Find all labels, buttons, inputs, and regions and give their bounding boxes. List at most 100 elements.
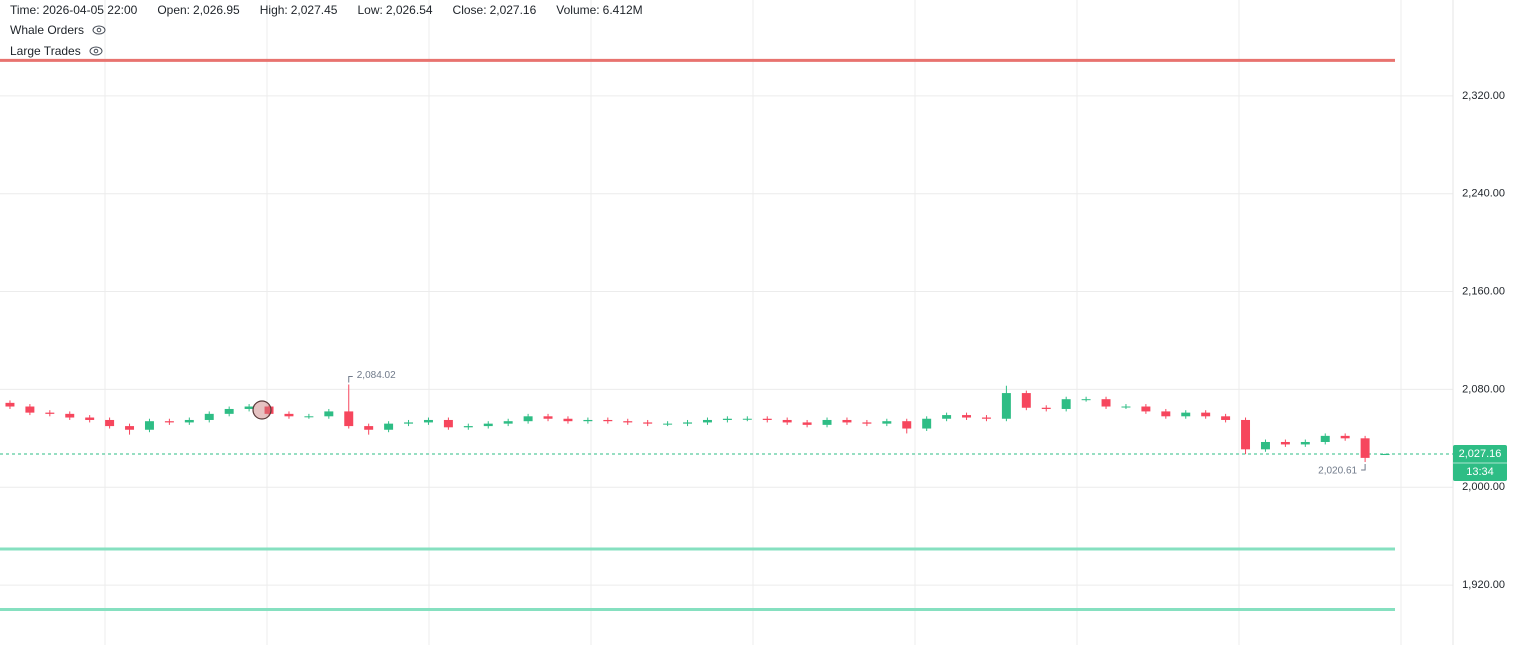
candle-body xyxy=(284,413,294,417)
info-key: Low: xyxy=(357,3,383,17)
candle-body xyxy=(523,416,533,422)
candle-body xyxy=(563,418,573,422)
info-key: High: xyxy=(259,3,288,17)
info-value: 2,027.45 xyxy=(290,3,338,17)
info-item: Close: 2,027.16 xyxy=(453,3,537,17)
whale-marker xyxy=(252,400,272,420)
candle-body xyxy=(1221,416,1231,420)
candle-body xyxy=(264,406,274,414)
candle-body xyxy=(224,408,234,414)
candle-body xyxy=(1201,412,1211,417)
price-tag-label: 2,027.16 xyxy=(1459,448,1502,460)
candle-body xyxy=(1300,441,1310,445)
candle-body xyxy=(344,411,354,427)
y-tick-label: 2,080.00 xyxy=(1462,383,1505,395)
candle-body xyxy=(1360,438,1370,458)
candle-body xyxy=(822,419,832,425)
candle-body xyxy=(483,423,493,427)
candle-body xyxy=(583,419,593,422)
candle-body xyxy=(463,426,473,428)
candle-body xyxy=(802,422,812,425)
candle-body xyxy=(423,419,433,423)
indicator-name: Large Trades xyxy=(10,44,81,58)
candle-body xyxy=(144,421,154,430)
min-pointer xyxy=(1361,464,1366,471)
candle-body xyxy=(1001,393,1011,419)
candle-body xyxy=(922,418,932,429)
eye-icon[interactable] xyxy=(92,25,106,35)
info-item: Open: 2,026.95 xyxy=(157,3,239,17)
min-label: 2,020.61 xyxy=(1318,466,1357,477)
candle-body xyxy=(683,422,693,424)
indicator-legend[interactable]: Whale Orders xyxy=(10,23,106,37)
max-label: 2,084.02 xyxy=(357,370,396,381)
indicator-name: Whale Orders xyxy=(10,23,85,37)
candle-body xyxy=(1241,419,1251,450)
candle-body xyxy=(1181,412,1191,417)
candle-body xyxy=(1380,454,1390,456)
candle-body xyxy=(45,412,55,414)
y-tick-label: 2,160.00 xyxy=(1462,285,1505,297)
candle-body xyxy=(304,416,314,418)
candle-body xyxy=(702,419,712,423)
candle-body xyxy=(981,417,991,419)
candle-body xyxy=(85,417,95,420)
ohlc-info: Time: 2026-04-05 22:00 Open: 2,026.95 High: 2… xyxy=(10,3,643,17)
candle-body xyxy=(902,421,912,429)
candle-body xyxy=(1061,399,1071,409)
candle-body xyxy=(962,415,972,418)
candle-body xyxy=(364,426,374,430)
candle-body xyxy=(65,413,75,418)
candle-body xyxy=(1121,406,1131,408)
candle-body xyxy=(643,422,653,424)
candle-body xyxy=(25,406,35,413)
countdown-label: 13:34 xyxy=(1466,466,1494,478)
info-value: 2,026.54 xyxy=(385,3,433,17)
candle-body xyxy=(404,422,414,424)
candle-body xyxy=(942,415,952,419)
candle-body xyxy=(1021,393,1031,408)
candle-body xyxy=(204,413,214,420)
info-item: Volume: 6.412M xyxy=(556,3,642,17)
info-value: 2,027.16 xyxy=(489,3,537,17)
eye-icon[interactable] xyxy=(89,46,103,56)
candle-body xyxy=(543,416,553,419)
candle-body xyxy=(1320,435,1330,442)
y-tick-label: 2,240.00 xyxy=(1462,188,1505,200)
info-value: 2,026.95 xyxy=(193,3,240,17)
candle-body xyxy=(1101,399,1111,407)
candle-body xyxy=(603,419,613,422)
candle-body xyxy=(782,419,792,423)
candle-body xyxy=(882,421,892,424)
candle-body xyxy=(244,406,254,409)
y-tick-label: 1,920.00 xyxy=(1462,579,1505,591)
candle-body xyxy=(503,421,513,424)
info-value: 2026-04-05 22:00 xyxy=(42,3,138,17)
candle-body xyxy=(184,419,194,423)
candle-body xyxy=(1340,435,1350,439)
info-key: Close: xyxy=(452,3,487,17)
candle-body xyxy=(324,411,334,417)
max-pointer xyxy=(348,375,353,383)
info-item: High: 2,027.45 xyxy=(260,3,338,17)
candle-body xyxy=(384,423,394,430)
candle-body xyxy=(1141,406,1151,412)
indicator-legend[interactable]: Large Trades xyxy=(10,44,103,58)
candle-body xyxy=(105,419,115,427)
candle-body xyxy=(1081,399,1091,401)
candle-body xyxy=(5,402,15,407)
candle-body xyxy=(443,419,453,428)
info-item: Time: 2026-04-05 22:00 xyxy=(10,3,137,17)
candle-body xyxy=(164,421,174,423)
candle-body xyxy=(1041,407,1051,409)
info-key: Volume: xyxy=(556,3,600,17)
y-tick-label: 2,000.00 xyxy=(1462,481,1505,493)
candle-body xyxy=(1161,411,1171,417)
info-key: Time: xyxy=(10,3,40,17)
candle-body xyxy=(862,422,872,424)
candle-body xyxy=(762,418,772,420)
y-tick-label: 2,320.00 xyxy=(1462,90,1505,102)
candle-body xyxy=(663,423,673,425)
